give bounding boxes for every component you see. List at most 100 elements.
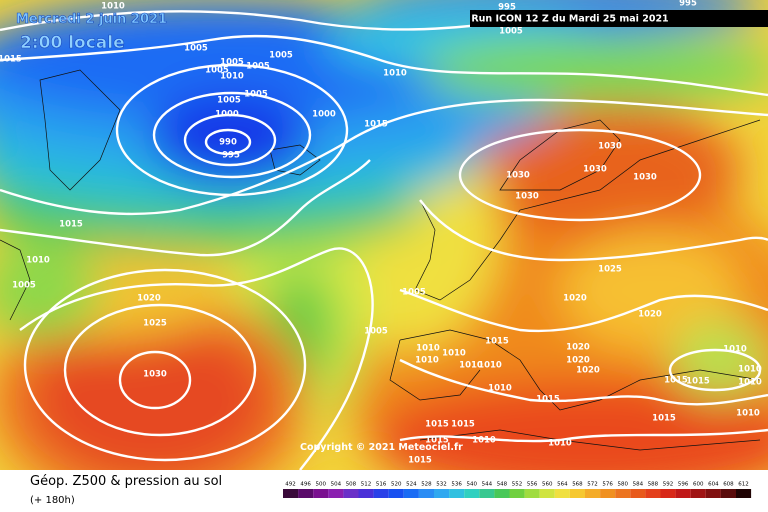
scale-label: 516 [376, 482, 387, 488]
isobar-label: 1010 [478, 361, 502, 371]
isobar-label: 1030 [583, 165, 607, 175]
isobar-label: 995 [222, 151, 240, 161]
scale-label: 508 [346, 482, 357, 488]
scale-label: 528 [421, 482, 432, 488]
isobar-label: 1015 [485, 337, 509, 347]
isobar-label: 1010 [383, 69, 407, 79]
scale-swatch [388, 489, 404, 498]
scale-swatch [600, 489, 616, 498]
scale-swatch [585, 489, 601, 498]
scale-label: 576 [602, 482, 613, 488]
isobar-label: 1015 [408, 456, 432, 466]
isobar-label: 995 [498, 3, 516, 13]
scale-label: 496 [300, 482, 311, 488]
run-box [470, 10, 768, 27]
scale-label: 608 [723, 482, 734, 488]
isobar-label: 1020 [137, 294, 161, 304]
scale-swatch [494, 489, 510, 498]
isobar-label: 1005 [402, 288, 426, 298]
scale-swatch [736, 489, 752, 498]
scale-label: 520 [391, 482, 402, 488]
scale-swatch [343, 489, 359, 498]
isobar-label: 1010 [738, 365, 762, 375]
isobar-label: 1005 [246, 62, 270, 72]
scale-label: 504 [331, 482, 342, 488]
scale-swatch [645, 489, 661, 498]
isobar-label: 1010 [488, 384, 512, 394]
scale-swatch [524, 489, 540, 498]
scale-swatch [358, 489, 374, 498]
scale-swatch [554, 489, 570, 498]
scale-label: 564 [557, 482, 568, 488]
scale-label: 612 [738, 482, 749, 488]
scale-label: 580 [618, 482, 629, 488]
forecast-date: Mercredi 2 juin 2021 [16, 12, 167, 27]
isobar-label: 1005 [244, 90, 268, 100]
isobar-label: 1010 [472, 436, 496, 446]
scale-swatch [690, 489, 706, 498]
isobar-label: 1005 [499, 27, 523, 37]
isobar-label: 1030 [598, 142, 622, 152]
scale-label: 544 [482, 482, 493, 488]
scale-label: 584 [633, 482, 644, 488]
scale-label: 560 [542, 482, 553, 488]
isobar-label: 1020 [566, 356, 590, 366]
copyright: Copyright © 2021 Meteociel.fr [300, 442, 463, 453]
isobar-label: 1020 [638, 310, 662, 320]
isobar-label: 1015 [664, 376, 688, 386]
isobar-label: 1010 [459, 361, 483, 371]
scale-label: 524 [406, 482, 417, 488]
run-info: Run ICON 12 Z du Mardi 25 mai 2021 [471, 14, 668, 25]
scale-swatch [615, 489, 631, 498]
scale-swatch [479, 489, 495, 498]
isobar-label: 1010 [736, 409, 760, 419]
isobar-label: 1010 [548, 439, 572, 449]
isobar-label: 1015 [451, 420, 475, 430]
scale-label: 548 [497, 482, 508, 488]
isobar-label: 1000 [312, 110, 336, 120]
isobar-label: 1005 [364, 327, 388, 337]
scale-label: 600 [693, 482, 704, 488]
isobar-label: 1005 [217, 96, 241, 106]
scale-label: 604 [708, 482, 719, 488]
isobar-label: 1010 [26, 256, 50, 266]
scale-swatch [403, 489, 419, 498]
isobar-label: 1030 [143, 370, 167, 380]
scale-swatch [675, 489, 691, 498]
scale-swatch [418, 489, 434, 498]
isobar-label: 1025 [598, 265, 622, 275]
color-scale: 492 496 500 504 508 512 516 520 524 528 532 536 540 5… [283, 482, 752, 498]
scale-swatch [509, 489, 525, 498]
isobar-label: 1015 [0, 55, 22, 65]
isobars [0, 10, 768, 470]
scale-label: 568 [572, 482, 583, 488]
scale-label: 536 [451, 482, 462, 488]
scale-label: 588 [648, 482, 659, 488]
scale-swatch [630, 489, 646, 498]
scale-swatch [298, 489, 314, 498]
scale-swatch [660, 489, 676, 498]
isobar-label: 1015 [59, 220, 83, 230]
isobar-label: 1030 [633, 173, 657, 183]
isobar-label: 1005 [220, 58, 244, 68]
isobar-label: 990 [219, 138, 237, 148]
scale-swatch [449, 489, 465, 498]
isobar-label: 1015 [425, 420, 449, 430]
isobar-label: 1010 [220, 72, 244, 82]
legend-title: Géop. Z500 & pression au sol [30, 474, 222, 489]
scale-swatch [373, 489, 389, 498]
isobar-label: 1005 [269, 51, 293, 61]
isobar-label: 1015 [652, 414, 676, 424]
isobar-label: 1030 [506, 171, 530, 181]
scale-label: 492 [285, 482, 296, 488]
isobar-label: 1010 [416, 344, 440, 354]
isobar-label: 1010 [723, 345, 747, 355]
scale-swatch [720, 489, 736, 498]
scale-swatch [283, 489, 299, 498]
isobar-label: 1005 [12, 281, 36, 291]
scale-swatch [434, 489, 450, 498]
isobar-label: 1030 [515, 192, 539, 202]
isobar-label: 1010 [101, 2, 125, 12]
scale-label: 532 [436, 482, 447, 488]
